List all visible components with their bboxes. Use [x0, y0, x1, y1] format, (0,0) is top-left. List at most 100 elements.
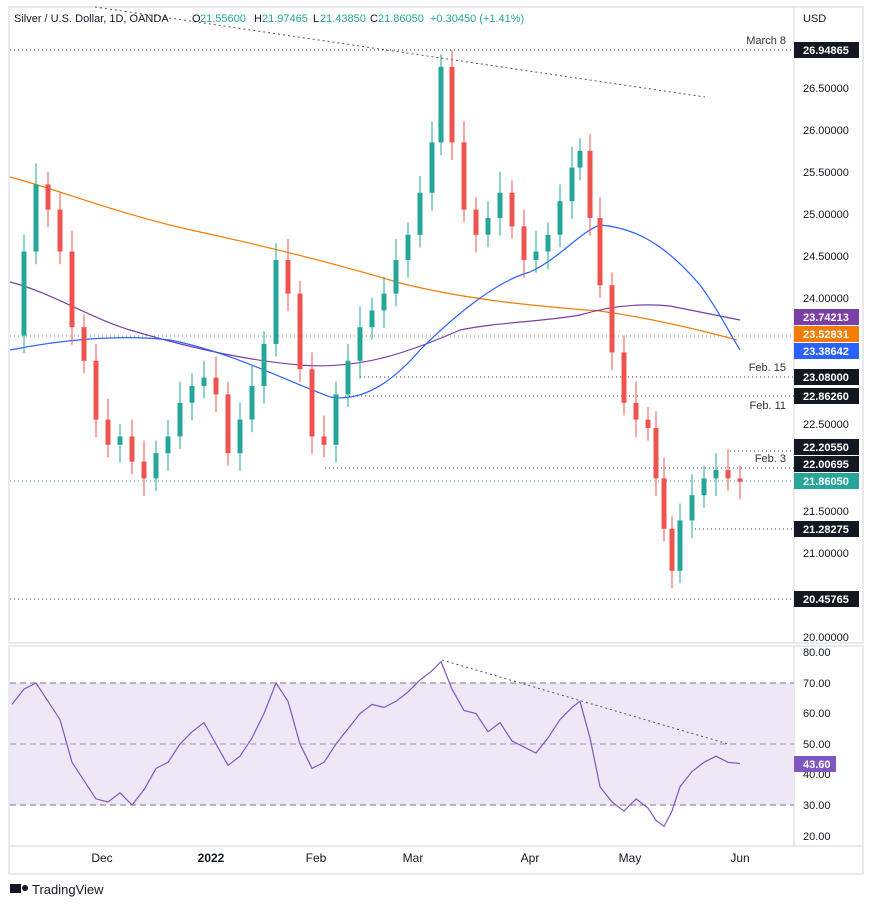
candle-body[interactable]	[449, 66, 455, 143]
candle-body[interactable]	[677, 520, 683, 571]
candle-body[interactable]	[369, 310, 375, 328]
candle-body[interactable]	[533, 251, 539, 260]
time-label-jun: Jun	[730, 851, 749, 865]
candle-body[interactable]	[393, 260, 399, 294]
candle-body[interactable]	[297, 293, 303, 370]
candle-body[interactable]	[497, 192, 503, 218]
candle-body[interactable]	[461, 142, 467, 210]
candle-body[interactable]	[261, 344, 267, 386]
candle-body[interactable]	[669, 528, 675, 571]
candle-body[interactable]	[153, 453, 159, 479]
badge-ma-mid	[794, 309, 859, 325]
candle-body[interactable]	[225, 394, 231, 454]
candle-body[interactable]	[381, 293, 387, 311]
candle-body[interactable]	[321, 436, 327, 445]
candle-body[interactable]	[309, 369, 315, 437]
candle-body[interactable]	[117, 436, 123, 445]
candle-body[interactable]	[725, 470, 731, 479]
ma-slow-line[interactable]	[9, 176, 738, 341]
candle-body[interactable]	[45, 184, 51, 210]
candle-body[interactable]	[661, 478, 667, 529]
badge-20457-text: 20.45765	[803, 594, 849, 606]
candle-body[interactable]	[69, 251, 75, 328]
price-tick: 24.50000	[803, 251, 849, 263]
time-label-mar: Mar	[403, 851, 424, 865]
candle-body[interactable]	[249, 386, 255, 420]
rsi-line[interactable]	[11, 660, 741, 828]
badge-ma-slow	[794, 326, 859, 342]
candle-body[interactable]	[105, 419, 111, 445]
badge-ma-fast-text: 23.38642	[803, 346, 849, 358]
rsi-tick: 50.00	[803, 739, 831, 751]
candle-body[interactable]	[569, 167, 575, 202]
candle-body[interactable]	[33, 184, 39, 252]
price-tick: 21.50000	[803, 506, 849, 518]
badge-rsi-current	[794, 756, 836, 772]
price-pane[interactable]	[8, 6, 795, 644]
candle-body[interactable]	[429, 142, 435, 193]
candle-body[interactable]	[141, 461, 147, 479]
candle-body[interactable]	[177, 402, 183, 437]
tradingview-logo[interactable]: TradingView	[10, 882, 104, 897]
badge-23080-text: 23.08000	[803, 372, 849, 384]
ma-fast-line[interactable]	[9, 224, 741, 399]
candle-body[interactable]	[557, 201, 563, 235]
candle-body[interactable]	[689, 495, 695, 521]
candle-body[interactable]	[737, 478, 743, 482]
candle-body[interactable]	[597, 218, 603, 286]
badge-22006	[794, 456, 859, 472]
candle-body[interactable]	[485, 218, 491, 235]
candle-body[interactable]	[189, 386, 195, 403]
candle-body[interactable]	[285, 260, 291, 294]
logo-mark-icon	[10, 884, 21, 893]
candle-body[interactable]	[405, 234, 411, 260]
candle-body[interactable]	[545, 234, 551, 252]
currency-label: USD	[803, 13, 826, 25]
candle-body[interactable]	[357, 327, 363, 361]
rsi-tick: 30.00	[803, 800, 831, 812]
candle-body[interactable]	[417, 192, 423, 235]
candle-body[interactable]	[21, 251, 27, 336]
candles-group	[21, 50, 743, 589]
candle-body[interactable]	[273, 260, 279, 344]
badge-22006-text: 22.00695	[803, 459, 849, 471]
annotation-feb11: Feb. 11	[750, 400, 787, 412]
badge-ma-mid-text: 23.74213	[803, 312, 849, 324]
candle-body[interactable]	[521, 226, 527, 260]
badge-22862	[794, 388, 859, 404]
candle-body[interactable]	[333, 394, 339, 445]
candle-body[interactable]	[201, 377, 207, 386]
badge-ma-fast	[794, 343, 859, 359]
candle-body[interactable]	[57, 209, 63, 252]
candle-body[interactable]	[93, 360, 99, 420]
time-axis-area[interactable]	[8, 845, 864, 875]
candle-body[interactable]	[633, 402, 639, 420]
symbol-title: Silver / U.S. Dollar, 1D, OANDA	[14, 13, 169, 25]
candle-body[interactable]	[213, 377, 219, 395]
open-label: O	[192, 13, 201, 25]
candle-body[interactable]	[577, 150, 583, 168]
candle-body[interactable]	[587, 150, 593, 218]
candle-body[interactable]	[621, 352, 627, 403]
candle-body[interactable]	[473, 209, 479, 235]
candle-body[interactable]	[438, 66, 444, 143]
candle-body[interactable]	[653, 428, 659, 479]
candle-body[interactable]	[81, 327, 87, 361]
rsi-axis-area[interactable]	[793, 645, 864, 847]
candle-body[interactable]	[237, 419, 243, 454]
badge-22205-text: 22.20550	[803, 442, 849, 454]
close-label: C	[370, 13, 378, 25]
candle-body[interactable]	[609, 285, 615, 353]
candle-body[interactable]	[345, 360, 351, 395]
candle-body[interactable]	[701, 478, 707, 496]
high-value: 21.97465	[262, 13, 308, 25]
candle-body[interactable]	[165, 436, 171, 454]
annotation-march8: March 8	[746, 35, 786, 47]
badge-last-price	[794, 473, 859, 489]
candle-body[interactable]	[713, 470, 719, 479]
candle-body[interactable]	[509, 192, 515, 227]
candle-body[interactable]	[645, 419, 651, 428]
time-label-apr: Apr	[521, 851, 540, 865]
candle-body[interactable]	[129, 436, 135, 462]
